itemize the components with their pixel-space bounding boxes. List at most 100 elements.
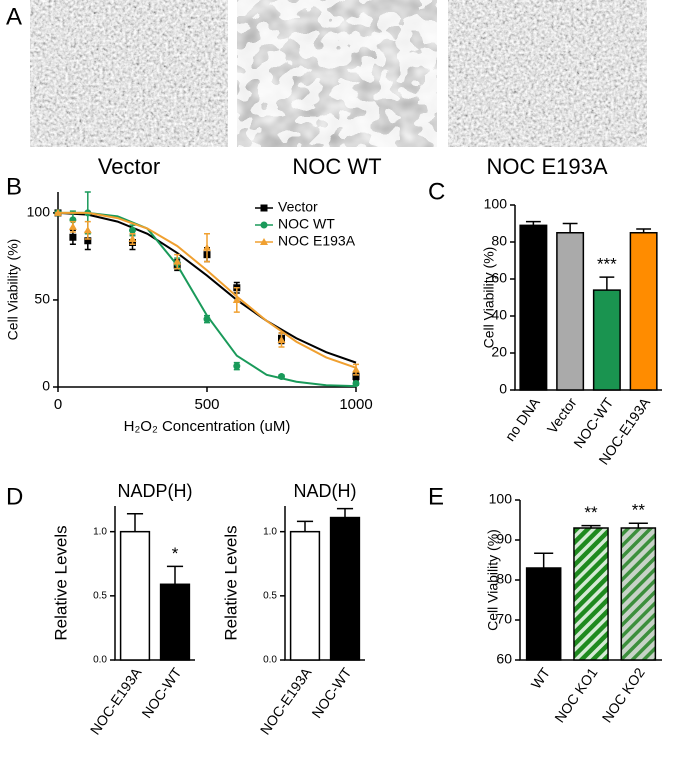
bar: [620, 527, 657, 661]
legend-marker: [260, 204, 268, 212]
image-caption: NOC E193A: [486, 154, 607, 179]
bar: [289, 530, 321, 661]
x-tick-label: 500: [194, 396, 219, 413]
y-tick-label: 0.0: [93, 655, 107, 666]
chart-title: NAD(H): [294, 481, 357, 501]
y-axis-label: Relative Levels: [221, 525, 240, 640]
y-tick-label: 1.0: [93, 526, 107, 537]
panel-letter: C: [428, 178, 445, 205]
point: [233, 362, 241, 370]
fit-curve: [57, 211, 357, 364]
significance: *: [172, 544, 179, 563]
point: [278, 373, 285, 381]
y-tick-label: 0.5: [263, 590, 277, 601]
bar: [592, 289, 621, 391]
y-tick-label: 20: [491, 344, 507, 360]
point: [83, 226, 92, 234]
point: [352, 365, 360, 373]
y-tick-label: 100: [489, 491, 513, 507]
micrograph: [237, 0, 437, 147]
fit-curve: [58, 211, 357, 369]
panel-letter: B: [6, 173, 22, 200]
point: [54, 208, 62, 216]
x-tick-label: WT: [528, 664, 554, 691]
panel-letter: A: [6, 3, 22, 30]
point: [68, 222, 77, 230]
bar: [519, 224, 548, 391]
x-tick-label: 0: [54, 396, 62, 413]
error-bar: [166, 565, 184, 585]
legend-marker: [260, 238, 268, 245]
y-tick-label: 80: [491, 233, 507, 249]
y-tick-label: 40: [491, 307, 507, 323]
y-tick-label: 70: [496, 611, 512, 627]
point: [203, 315, 211, 323]
point: [173, 257, 182, 265]
x-tick-label: NOC-E193A: [87, 664, 145, 737]
point: [128, 235, 137, 243]
y-tick-label: 100: [27, 204, 51, 220]
chart-title: NADP(H): [118, 481, 193, 501]
x-tick-label: NOC KO2: [599, 664, 648, 725]
panel-letter: E: [428, 483, 444, 510]
bar: [159, 583, 191, 661]
error-bar: [126, 512, 144, 532]
bar: [525, 567, 562, 661]
bar: [119, 530, 151, 661]
x-tick-label: NOC-WT: [138, 664, 184, 721]
y-tick-label: 100: [484, 196, 508, 212]
image-caption: Vector: [98, 154, 160, 179]
error-bar: [562, 222, 578, 233]
legend-label: NOC E193A: [278, 233, 356, 249]
significance: **: [632, 501, 646, 520]
legend-marker: [260, 221, 268, 229]
point: [352, 380, 360, 388]
legend-label: NOC WT: [278, 216, 335, 232]
y-axis-label: Cell Viability (%): [5, 239, 21, 341]
y-tick-label: 60: [491, 270, 507, 286]
significance: ***: [597, 255, 617, 274]
micrograph: [30, 0, 228, 147]
bar: [629, 232, 658, 391]
error-bar: [628, 522, 648, 528]
x-axis-label: H₂O₂ Concentration (uM): [124, 418, 291, 435]
point: [277, 335, 286, 343]
y-tick-label: 50: [34, 291, 50, 307]
y-tick-label: 1.0: [263, 526, 277, 537]
x-tick-label: 1000: [339, 396, 372, 413]
error-bar: [296, 520, 314, 532]
bar: [573, 527, 609, 661]
y-tick-label: 90: [496, 531, 512, 547]
significance: **: [584, 503, 598, 522]
point: [129, 226, 136, 234]
image-caption: NOC WT: [292, 154, 381, 179]
micrograph: [448, 0, 647, 147]
y-axis-label: Relative Levels: [51, 525, 70, 640]
y-tick-label: 0: [42, 378, 50, 394]
x-tick-label: NOC-E193A: [257, 664, 315, 737]
point: [84, 237, 92, 245]
y-tick-label: 0: [499, 381, 507, 397]
legend-label: Vector: [278, 199, 318, 215]
point: [203, 243, 211, 251]
y-tick-label: 60: [496, 651, 512, 667]
error-bar: [534, 552, 554, 568]
x-tick-label: NOC KO1: [551, 664, 600, 725]
y-axis-label: Cell Viability (%): [485, 529, 501, 631]
y-tick-label: 0.0: [263, 655, 277, 666]
y-tick-label: 80: [496, 571, 512, 587]
y-axis-label: Cell Viability (%): [481, 247, 497, 349]
point: [352, 373, 360, 381]
error-bar: [599, 276, 615, 291]
panel-letter: D: [6, 483, 23, 510]
bar: [329, 516, 361, 661]
error-bar: [336, 507, 354, 518]
x-tick-label: no DNA: [502, 394, 544, 444]
point: [232, 295, 241, 303]
x-tick-label: NOC-WT: [308, 664, 354, 721]
point: [69, 233, 77, 241]
bar: [556, 232, 585, 391]
x-tick-label: Vector: [544, 394, 580, 436]
y-tick-label: 0.5: [93, 590, 107, 601]
